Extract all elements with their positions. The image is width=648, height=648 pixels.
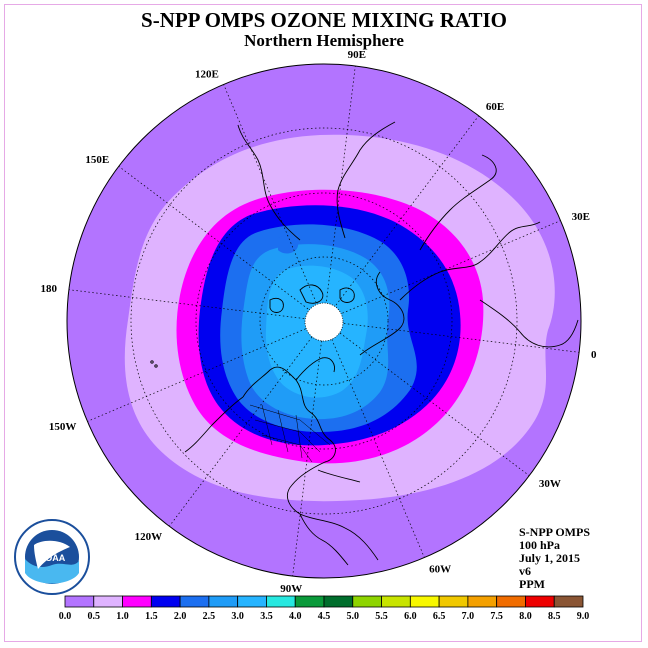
page-subtitle: Northern Hemisphere bbox=[244, 31, 404, 50]
colorbar-cell bbox=[381, 595, 411, 608]
colorbar-tick-label: 1.5 bbox=[145, 611, 158, 622]
colorbar-cell bbox=[496, 595, 526, 608]
colorbar-tick-label: 7.5 bbox=[490, 611, 503, 622]
colorbar-tick-label: 8.5 bbox=[548, 611, 561, 622]
colorbar-cell bbox=[64, 595, 95, 608]
info-version: v6 bbox=[519, 564, 531, 578]
meridian-line bbox=[326, 65, 356, 302]
longitude-label: 90E bbox=[348, 49, 366, 61]
coastlines bbox=[150, 121, 579, 566]
noaa-logo: NOAA bbox=[14, 519, 90, 595]
longitude-label: 150E bbox=[85, 154, 109, 166]
colorbar-tick-label: 1.0 bbox=[116, 611, 129, 622]
meridian-line bbox=[169, 336, 313, 527]
meridian-line bbox=[68, 289, 305, 319]
longitude-label: 180 bbox=[41, 283, 58, 295]
meridian-line bbox=[342, 220, 561, 314]
longitude-label: 120E bbox=[195, 68, 219, 80]
meridian-line bbox=[292, 340, 322, 577]
latitude-lines bbox=[130, 127, 518, 515]
longitude-label: 90W bbox=[280, 583, 302, 595]
colorbar-cell bbox=[266, 595, 296, 608]
info-block: S-NPP OMPS 100 hPa July 1, 2015 v6 PPM bbox=[519, 526, 590, 591]
colorbar-cell bbox=[467, 595, 498, 608]
colorbar-cell bbox=[553, 595, 584, 608]
colorbar-cell bbox=[438, 595, 469, 608]
info-units: PPM bbox=[519, 577, 545, 591]
longitude-label: 60W bbox=[429, 564, 451, 576]
colorbar-cell bbox=[150, 595, 181, 608]
info-level: 100 hPa bbox=[519, 538, 561, 552]
colorbar-cell bbox=[294, 595, 325, 608]
noaa-logo-text: NOAA bbox=[39, 553, 66, 563]
page-frame bbox=[4, 4, 642, 642]
longitude-label: 120W bbox=[135, 531, 163, 543]
longitude-label: 150W bbox=[49, 421, 77, 433]
longitude-label: 30W bbox=[539, 478, 561, 490]
colorbar-tick-label: 5.0 bbox=[347, 611, 360, 622]
colorbar-cell bbox=[323, 595, 354, 608]
longitude-label: 0 bbox=[591, 349, 597, 361]
colorbar-tick-label: 7.0 bbox=[462, 611, 475, 622]
colorbar-tick-label: 6.5 bbox=[433, 611, 446, 622]
colorbar-tick-label: 4.5 bbox=[318, 611, 331, 622]
page-title: S-NPP OMPS OZONE MIXING RATIO bbox=[141, 8, 507, 32]
colorbar-tick-label: 6.0 bbox=[404, 611, 417, 622]
colorbar-cell bbox=[179, 595, 210, 608]
pole-no-data bbox=[304, 302, 344, 342]
colorbar-cell bbox=[208, 595, 239, 608]
colorbar-tick-label: 0.5 bbox=[88, 611, 101, 622]
colorbar-tick-label: 9.0 bbox=[577, 611, 590, 622]
info-instrument: S-NPP OMPS bbox=[519, 525, 590, 539]
colorbar-tick-label: 3.5 bbox=[260, 611, 273, 622]
meridian-lines bbox=[68, 65, 580, 577]
colorbar-tick-label: 3.0 bbox=[231, 611, 244, 622]
colorbar-cell bbox=[237, 595, 267, 608]
band-2.0-2.5-patch bbox=[278, 235, 299, 254]
colorbar-tick-label: 5.5 bbox=[375, 611, 388, 622]
colorbar-tick-label: 2.0 bbox=[174, 611, 187, 622]
colorbar-tick-label: 2.5 bbox=[203, 611, 216, 622]
longitude-label: 30E bbox=[572, 211, 590, 223]
state-borders bbox=[249, 404, 331, 463]
colorbar-tick-label: 4.0 bbox=[289, 611, 302, 622]
colorbar-cell bbox=[122, 595, 152, 608]
colorbar-cell bbox=[409, 595, 440, 608]
meridian-line bbox=[343, 323, 580, 353]
colorbar-cell bbox=[352, 595, 382, 608]
colorbar-cell bbox=[525, 595, 555, 608]
longitude-label: 60E bbox=[486, 101, 504, 113]
colorbar-tick-label: 8.0 bbox=[519, 611, 532, 622]
info-date: July 1, 2015 bbox=[519, 551, 581, 565]
longitude-labels: 90E 60E 30E 0 30W 60W 90W 120W 150W 180 150E 120E bbox=[41, 49, 597, 595]
meridian-line bbox=[339, 332, 530, 476]
colorbar-tick-label: 0.0 bbox=[59, 611, 72, 622]
colorbar-cell bbox=[93, 595, 123, 608]
